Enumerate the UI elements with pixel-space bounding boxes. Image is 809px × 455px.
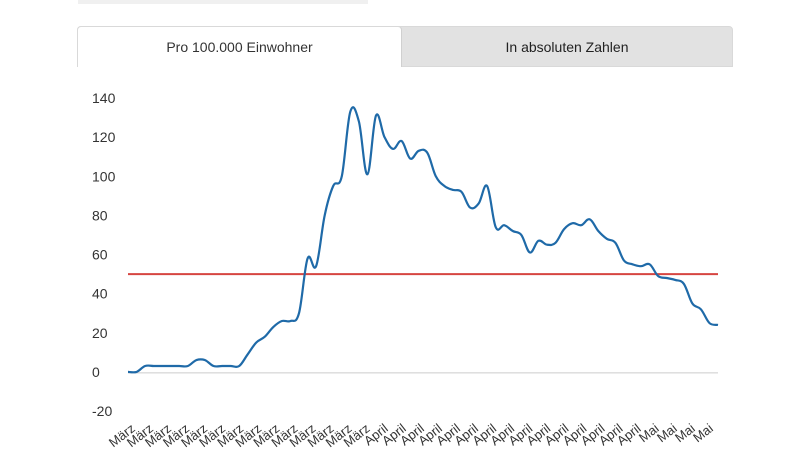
y-tick-label: 140 [92,90,116,106]
header-text-remnant [78,0,368,4]
x-axis: MärzMärzMärzMärzMärzMärzMärzMärzMärzMärz… [106,420,716,450]
y-tick-label: 80 [92,207,108,223]
view-tabs: Pro 100.000 Einwohner In absoluten Zahle… [77,26,733,67]
y-tick-label: 120 [92,129,116,145]
tab-per-100000[interactable]: Pro 100.000 Einwohner [77,26,402,67]
y-tick-label: -20 [92,403,112,419]
y-tick-label: 20 [92,325,108,341]
y-tick-label: 40 [92,286,108,302]
y-tick-label: 60 [92,247,108,263]
tab-absolute-numbers[interactable]: In absoluten Zahlen [505,38,629,55]
y-tick-label: 100 [92,168,116,184]
y-axis: -20 0 20 40 60 80 100 120 140 [92,90,116,419]
x-tick-label: Mai [690,420,716,445]
y-tick-label: 0 [92,364,100,380]
series-line [127,106,719,374]
